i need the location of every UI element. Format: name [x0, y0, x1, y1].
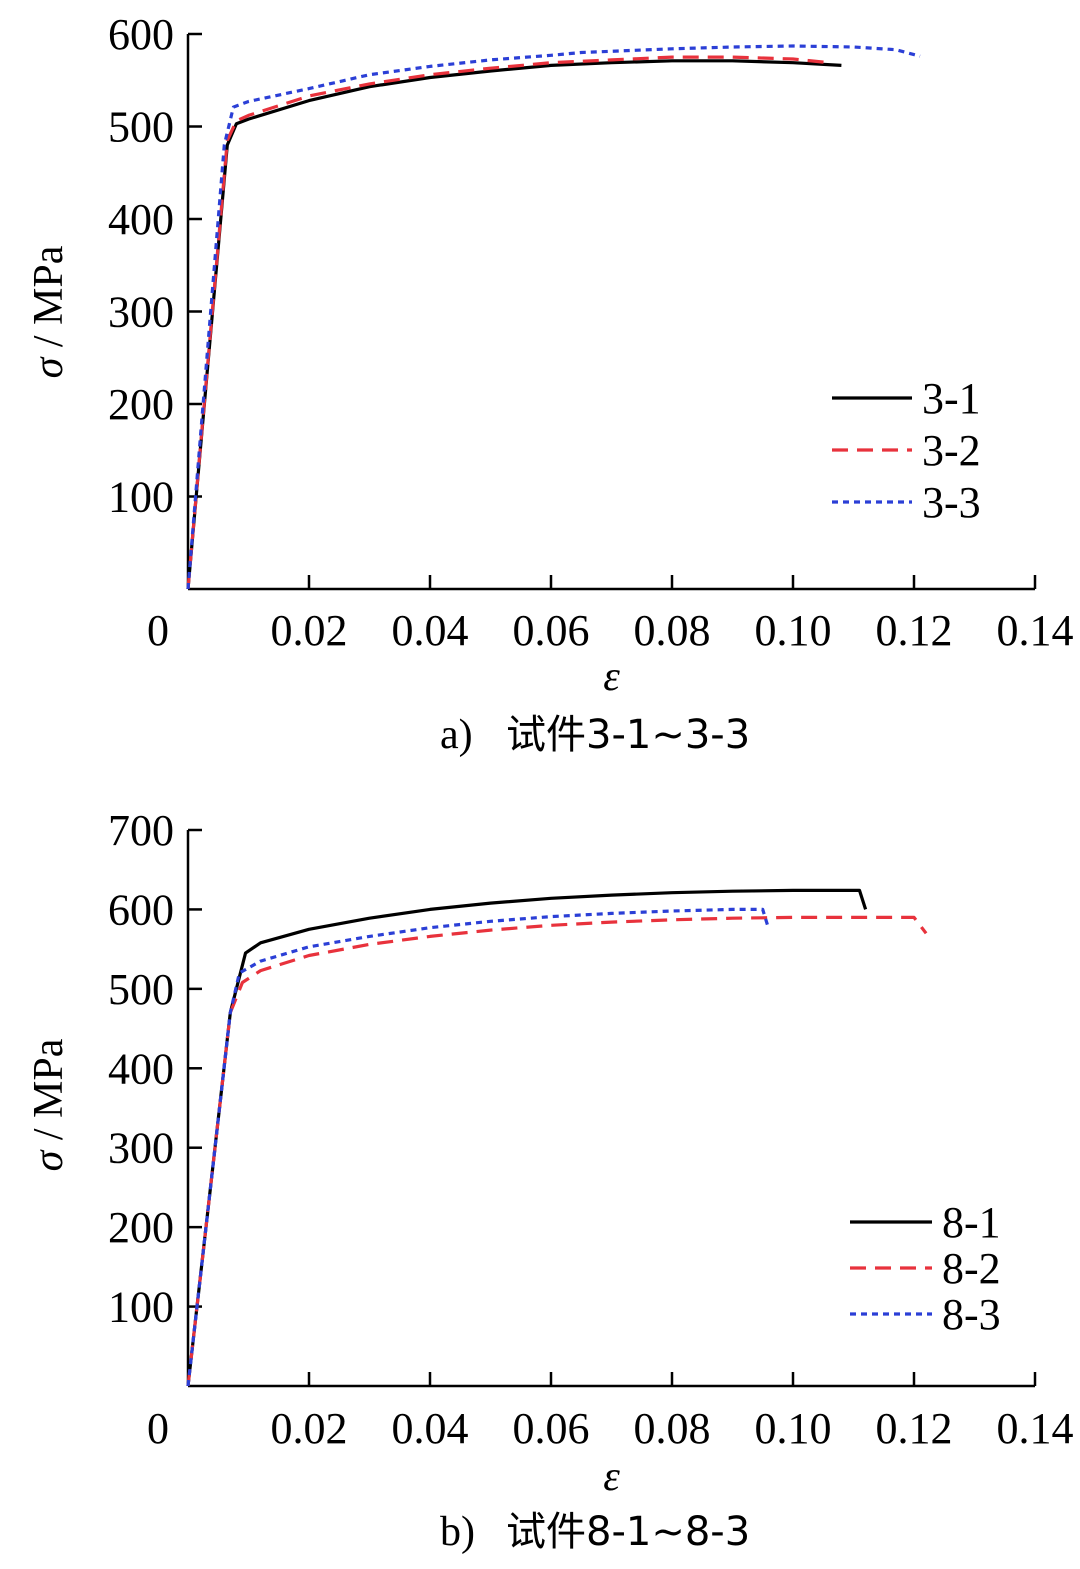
y-tick-label: 300 — [108, 1124, 174, 1173]
y-tick-label: 100 — [108, 1283, 174, 1332]
y-tick-label: 600 — [108, 885, 174, 934]
y-tick-label: 200 — [108, 380, 174, 429]
x-axis-title: ε — [603, 1454, 620, 1500]
y-tick-label: 400 — [108, 195, 174, 244]
legend-label-8-2: 8-2 — [942, 1244, 1001, 1293]
x-tick-label: 0 — [147, 606, 169, 655]
caption-text: 试件8-1~8-3 — [506, 1509, 750, 1555]
series-line-3-2 — [186, 55, 830, 590]
x-tick-label: 0.08 — [634, 606, 711, 655]
x-tick-label: 0.14 — [997, 1404, 1074, 1453]
x-tick-label: 0.10 — [755, 606, 832, 655]
y-tick-label: 700 — [108, 806, 174, 855]
y-tick-label: 200 — [108, 1203, 174, 1252]
legend-label-3-2: 3-2 — [922, 426, 981, 475]
chart-panel-2: 100 200 300 400 500 600 700 0 0.02 0.04 0.06 0.08 0.… — [26, 806, 1074, 1555]
x-tick-label: 0.06 — [513, 606, 590, 655]
caption-prefix: a) — [440, 712, 473, 758]
legend-label-8-1: 8-1 — [942, 1198, 1001, 1247]
y-tick-label: 600 — [108, 10, 174, 59]
y-tick-label: 500 — [108, 103, 174, 152]
series-line-8-3 — [186, 907, 771, 1387]
y-axis-unit: / MPa — [26, 245, 72, 357]
y-tick-label: 500 — [108, 965, 174, 1014]
x-tick-label: 0.02 — [271, 606, 348, 655]
x-tick-label: 0.04 — [392, 1404, 469, 1453]
x-tick-label: 0.12 — [876, 606, 953, 655]
y-axis-symbol: σ — [26, 355, 72, 378]
series-line-3-1 — [186, 59, 842, 590]
legend-label-3-3: 3-3 — [922, 478, 981, 527]
chart-panel-1: 100 200 300 400 500 600 0 0.02 0.04 0.06 0.08 0.10 0… — [26, 10, 1074, 758]
legend-label-3-1: 3-1 — [922, 374, 981, 423]
y-tick-label: 100 — [108, 473, 174, 522]
x-tick-label: 0.04 — [392, 606, 469, 655]
series-line-3-3 — [186, 44, 921, 590]
y-tick-label: 400 — [108, 1044, 174, 1093]
x-tick-label: 0.10 — [755, 1404, 832, 1453]
y-axis-unit: / MPa — [26, 1038, 72, 1150]
caption-prefix: b) — [440, 1509, 475, 1555]
y-tick-label: 300 — [108, 288, 174, 337]
x-tick-label: 0.12 — [876, 1404, 953, 1453]
x-axis-title: ε — [603, 654, 620, 700]
y-axis-title: σ / MPa — [26, 245, 72, 378]
x-tick-label: 0.08 — [634, 1404, 711, 1453]
legend-label-8-3: 8-3 — [942, 1290, 1001, 1339]
series-line-8-1 — [186, 888, 868, 1387]
x-tick-label: 0 — [147, 1404, 169, 1453]
series-line-8-2 — [186, 915, 928, 1387]
x-tick-label: 0.02 — [271, 1404, 348, 1453]
y-axis-symbol: σ — [26, 1148, 72, 1171]
x-tick-label: 0.14 — [997, 606, 1074, 655]
y-axis-title: σ / MPa — [26, 1038, 72, 1171]
x-tick-label: 0.06 — [513, 1404, 590, 1453]
caption-text: 试件3-1~3-3 — [506, 712, 750, 758]
